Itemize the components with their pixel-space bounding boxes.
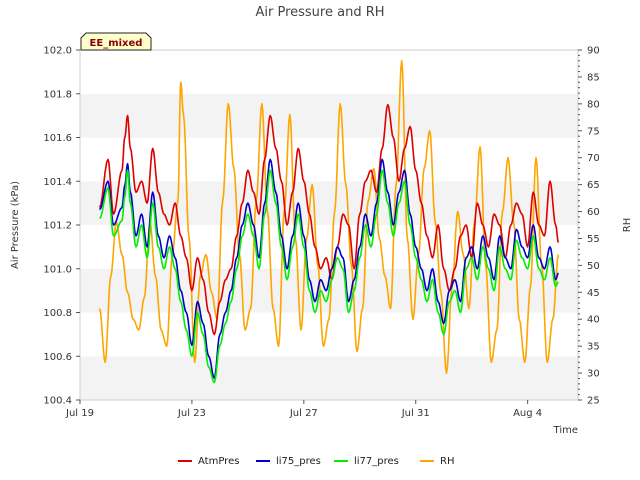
y2-tick-label: 60: [587, 207, 600, 218]
badge: EE_mixed: [80, 32, 152, 51]
y-axis-left: 100.4 100.6 100.8 101.0 101.2 101.4 101.6 101.8…: [43, 46, 80, 407]
background-bands: [80, 50, 578, 400]
x-tick-label: Jul 19: [65, 408, 94, 419]
legend-label: li77_pres: [354, 456, 399, 467]
y-tick-label: 101.0: [43, 264, 72, 275]
x-tick-label: Jul 31: [401, 408, 430, 419]
series-line-atmpres: [98, 103, 560, 336]
background-band: [80, 137, 578, 182]
background-band: [80, 93, 578, 138]
y-tick-label: 100.6: [43, 352, 72, 363]
y2-tick-label: 30: [587, 369, 600, 380]
y-tick-label: 101.6: [43, 133, 72, 144]
x-tick-label: Aug 4: [513, 408, 542, 419]
y2-tick-label: 35: [587, 342, 600, 353]
background-band: [80, 356, 578, 400]
y2-tick-label: 85: [587, 72, 600, 83]
y-axis-right: 25 30 35 40 45 50 55 60 65 70 75 80 85 90: [578, 46, 600, 407]
x-tick-label: Jul 23: [177, 408, 206, 419]
series-line-rh: [98, 59, 560, 374]
y-tick-label: 101.4: [43, 177, 72, 188]
x-axis-title: Time: [553, 425, 578, 436]
y2-tick-label: 40: [587, 315, 600, 326]
y-axis-title: Air Pressure (kPa): [10, 181, 21, 269]
background-band: [80, 181, 578, 225]
x-tick-label: Jul 27: [289, 408, 318, 419]
y2-tick-label: 75: [587, 126, 600, 137]
chart-title: Air Pressure and RH: [255, 5, 384, 20]
legend-label: RH: [440, 456, 454, 467]
badge-box: [80, 32, 152, 51]
series-line-li75-pres: [98, 158, 559, 379]
series-line-li77-pres: [98, 169, 559, 384]
y2-tick-label: 70: [587, 153, 600, 164]
y-tick-label: 100.4: [43, 396, 72, 407]
legend-label: AtmPres: [198, 456, 239, 467]
y2-axis-title: RH: [622, 218, 633, 232]
legend-label: li75_pres: [276, 456, 321, 467]
badge-label: EE_mixed: [90, 38, 143, 49]
series-group: [98, 59, 560, 384]
y2-tick-label: 65: [587, 180, 600, 191]
y2-tick-label: 90: [587, 46, 600, 57]
x-axis: Jul 19 Jul 23 Jul 27 Jul 31 Aug 4: [65, 400, 542, 419]
background-band: [80, 50, 578, 94]
y-tick-label: 101.2: [43, 221, 72, 232]
y2-tick-label: 55: [587, 234, 600, 245]
y-tick-label: 102.0: [43, 46, 72, 57]
y2-tick-label: 45: [587, 288, 600, 299]
background-band: [80, 225, 578, 269]
y2-tick-label: 25: [587, 396, 600, 407]
y-tick-label: 100.8: [43, 308, 72, 319]
y-tick-label: 101.8: [43, 89, 72, 100]
y2-tick-label: 80: [587, 99, 600, 110]
legend: AtmPres li75_pres li77_pres RH: [178, 456, 454, 467]
y2-tick-label: 50: [587, 261, 600, 272]
